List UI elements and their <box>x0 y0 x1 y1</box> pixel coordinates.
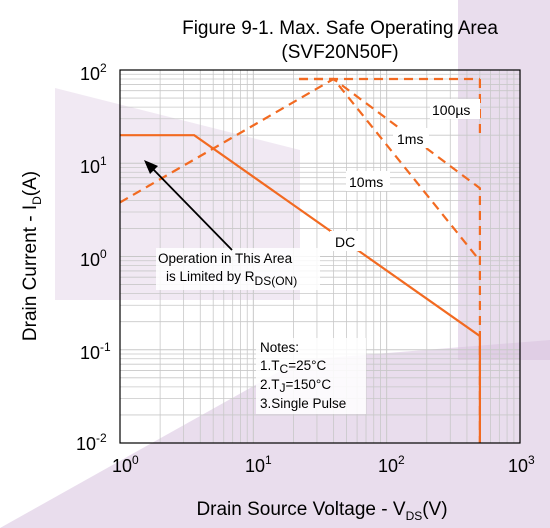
annotation-arrow <box>144 160 233 251</box>
curve-label-text: DC <box>335 234 355 250</box>
arrow-head <box>144 160 158 174</box>
x-tick-label: 102 <box>378 453 405 476</box>
x-tick-label: 101 <box>245 453 272 476</box>
curve-label-100us: 100µs <box>430 99 480 119</box>
curve-label-dc: DC <box>330 231 364 251</box>
curve-label-text: 100µs <box>432 102 470 118</box>
plot-frame <box>119 69 521 444</box>
curve-label-text: 1ms <box>397 131 423 147</box>
series-line-10ms <box>119 77 481 262</box>
curve-label-box <box>393 128 429 148</box>
curve-label-box <box>430 99 480 119</box>
annotation-line2: is Limited by RDS(ON) <box>166 269 297 288</box>
x-tick-label: 103 <box>508 453 535 476</box>
notes-line2: 2.TJ=150°C <box>260 377 331 395</box>
notes-title: Notes: <box>260 340 299 355</box>
curve-label-box <box>330 231 364 251</box>
arrow-shaft <box>149 165 233 251</box>
y-tick-label: 100 <box>80 247 107 270</box>
y-tick-label: 101 <box>80 154 107 177</box>
notes-box: Notes: 1.TC=25°C 2.TJ=150°C 3.Single Pul… <box>256 338 366 414</box>
curve-label-1ms: 1ms <box>393 128 429 148</box>
y-tick-label: 102 <box>80 61 107 84</box>
chart-title-line2: (SVF20N50F) <box>281 42 398 63</box>
annotation-line1: Operation in This Area <box>158 251 293 266</box>
y-tick-label: 10-2 <box>76 431 107 454</box>
curve-label-text: 10ms <box>349 174 383 190</box>
rds-annotation: Operation in This Area is Limited by RDS… <box>156 248 320 290</box>
y-tick-label: 10-1 <box>80 340 111 363</box>
notes-line3: 3.Single Pulse <box>260 396 346 411</box>
y-tick-labels: 102 101 100 10-1 10-2 <box>76 61 111 454</box>
notes-background <box>256 338 366 414</box>
notes-line1: 1.TC=25°C <box>260 358 326 376</box>
y-axis-label: Drain Current - ID(A) <box>20 171 44 341</box>
x-axis-label: Drain Source Voltage - VDS(V) <box>196 499 447 523</box>
annotation-box <box>156 248 320 290</box>
x-tick-label: 100 <box>112 453 139 476</box>
curve-label-box <box>346 171 390 191</box>
curve-label-10ms: 10ms <box>346 171 390 191</box>
x-tick-labels: 100 101 102 103 <box>112 453 535 476</box>
chart-title-line1: Figure 9-1. Max. Safe Operating Area <box>182 18 498 39</box>
